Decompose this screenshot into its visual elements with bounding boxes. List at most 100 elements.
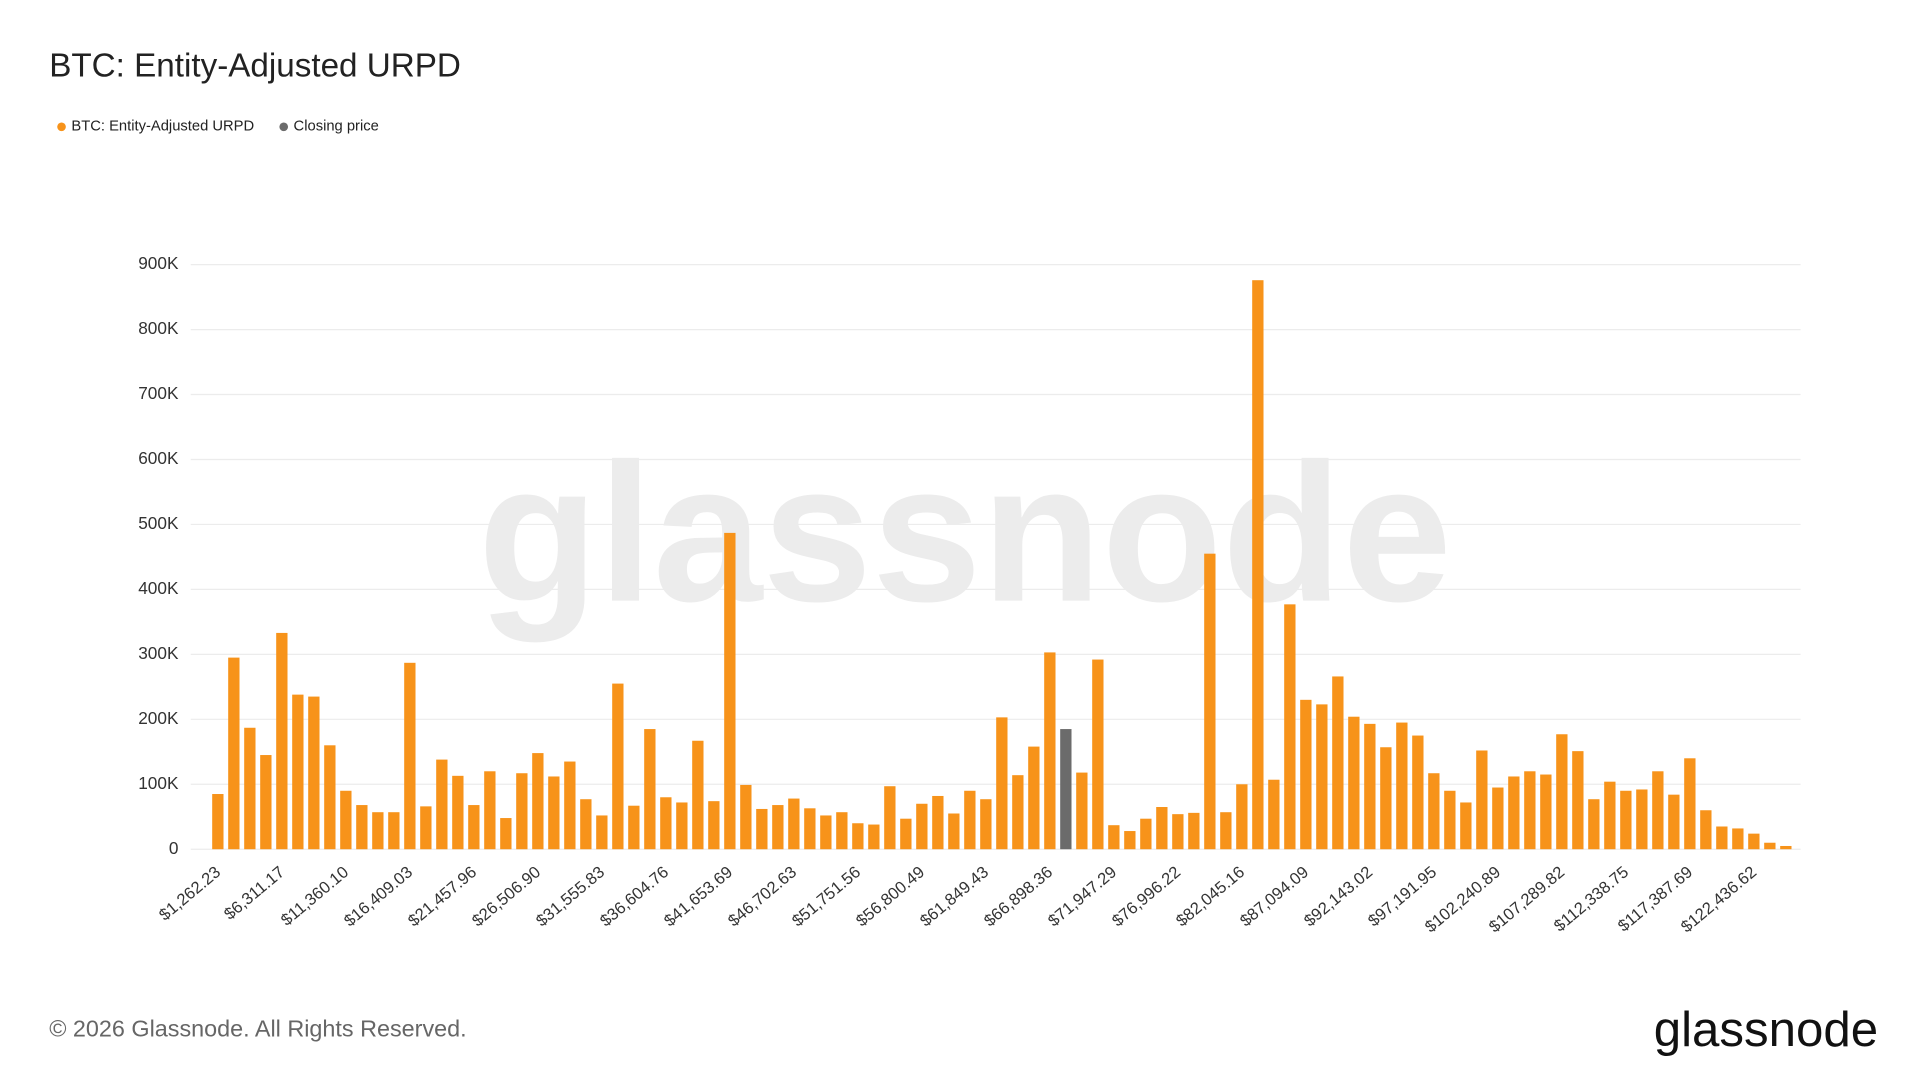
x-tick-label: $51,751.56 bbox=[788, 862, 864, 930]
bar bbox=[1220, 812, 1232, 850]
bar bbox=[580, 799, 592, 850]
bar bbox=[1780, 845, 1792, 850]
bar bbox=[1316, 704, 1328, 850]
bar bbox=[1604, 781, 1616, 850]
footer: © 2026 Glassnode. All Rights Reserved. bbox=[49, 1015, 466, 1041]
bar bbox=[676, 802, 688, 850]
bar bbox=[1748, 833, 1760, 850]
logo: glassnode bbox=[1654, 1002, 1878, 1057]
bar bbox=[948, 813, 960, 850]
bar bbox=[276, 632, 288, 850]
bar bbox=[356, 805, 368, 850]
bar bbox=[1236, 784, 1248, 850]
legend-label: Closing price bbox=[294, 119, 379, 135]
bar bbox=[1684, 758, 1696, 850]
y-tick-label: 600K bbox=[138, 448, 179, 468]
bar bbox=[1764, 842, 1776, 850]
bar bbox=[1204, 553, 1216, 850]
bar bbox=[548, 776, 560, 850]
bar bbox=[756, 808, 768, 850]
bar bbox=[1108, 825, 1120, 850]
bar bbox=[1620, 790, 1632, 850]
y-tick-label: 800K bbox=[138, 318, 179, 338]
y-tick-label: 200K bbox=[138, 708, 179, 728]
legend-label: BTC: Entity-Adjusted URPD bbox=[71, 119, 254, 135]
x-tick-label: $87,094.09 bbox=[1236, 862, 1312, 930]
watermark: glassnode bbox=[478, 423, 1452, 643]
bar bbox=[1700, 810, 1712, 850]
bar bbox=[1300, 699, 1312, 850]
bar bbox=[308, 696, 320, 850]
bar bbox=[1716, 826, 1728, 850]
bar bbox=[452, 775, 464, 850]
bar bbox=[260, 755, 272, 850]
bar bbox=[436, 759, 448, 850]
bar bbox=[1156, 807, 1168, 850]
bar bbox=[596, 815, 608, 850]
bar bbox=[1172, 814, 1184, 850]
bar bbox=[1076, 772, 1088, 850]
bar bbox=[1060, 729, 1072, 850]
bar bbox=[1444, 790, 1456, 850]
bar bbox=[420, 806, 432, 850]
bar bbox=[212, 794, 224, 850]
bar bbox=[1092, 659, 1104, 850]
bar bbox=[1124, 831, 1136, 850]
bar bbox=[628, 805, 640, 850]
bar bbox=[484, 771, 496, 850]
bar bbox=[788, 798, 800, 850]
chart-title: BTC: Entity-Adjusted URPD bbox=[49, 47, 461, 84]
bar bbox=[324, 745, 336, 850]
bar bbox=[1412, 735, 1424, 850]
bar bbox=[1588, 799, 1600, 850]
bar bbox=[852, 823, 864, 850]
bar bbox=[820, 815, 832, 850]
y-tick-label: 100K bbox=[138, 773, 179, 793]
y-tick-label: 500K bbox=[138, 513, 179, 533]
bar bbox=[404, 662, 416, 850]
bar bbox=[1332, 676, 1344, 850]
x-tick-label: $56,800.49 bbox=[852, 862, 928, 930]
x-tick-label: $1,262.23 bbox=[155, 862, 224, 924]
bar bbox=[1348, 716, 1360, 850]
x-tick-label: $36,604.76 bbox=[596, 862, 672, 930]
bar bbox=[868, 824, 880, 850]
bar bbox=[836, 812, 848, 850]
bar bbox=[1140, 818, 1152, 850]
bar bbox=[1460, 802, 1472, 850]
bar bbox=[1636, 789, 1648, 850]
bar bbox=[1380, 747, 1392, 850]
bar bbox=[932, 795, 944, 850]
bar bbox=[916, 803, 928, 850]
bar bbox=[644, 729, 656, 850]
bar bbox=[372, 812, 384, 850]
legend-marker bbox=[279, 122, 289, 132]
bar bbox=[964, 790, 976, 850]
y-tick-label: 700K bbox=[138, 383, 179, 403]
x-tick-label: $76,996.22 bbox=[1108, 862, 1184, 930]
bar bbox=[612, 683, 624, 850]
x-tick-label: $21,457.96 bbox=[404, 862, 480, 930]
bar bbox=[1508, 776, 1520, 850]
y-tick-label: 0 bbox=[169, 838, 179, 858]
bar bbox=[1284, 604, 1296, 850]
bar bbox=[740, 784, 752, 850]
bar bbox=[292, 694, 304, 850]
bar bbox=[1396, 722, 1408, 850]
bar bbox=[500, 818, 512, 850]
bar bbox=[1012, 775, 1024, 850]
bar bbox=[468, 805, 480, 850]
bar bbox=[660, 797, 672, 850]
bar bbox=[1428, 773, 1440, 850]
x-tick-label: $31,555.83 bbox=[532, 862, 608, 930]
bar bbox=[692, 740, 704, 850]
bar bbox=[884, 786, 896, 850]
bar bbox=[516, 773, 528, 850]
bar bbox=[340, 790, 352, 850]
bar bbox=[564, 761, 576, 850]
bar bbox=[1188, 812, 1200, 850]
x-tick-label: $66,898.36 bbox=[980, 862, 1056, 930]
bar bbox=[1524, 771, 1536, 850]
